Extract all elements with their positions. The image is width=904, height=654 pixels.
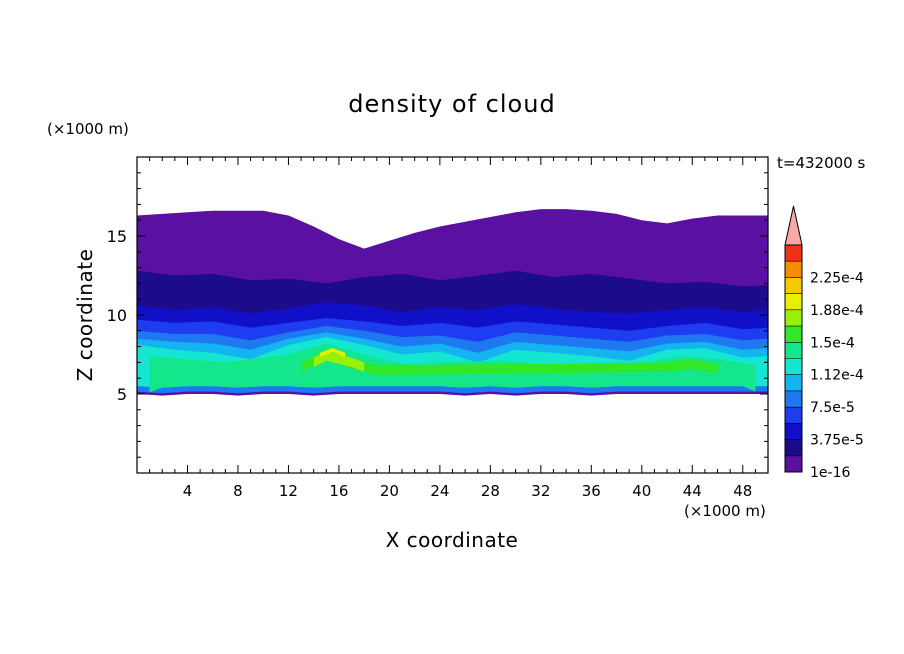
colorbar-extend-arrow bbox=[784, 205, 803, 246]
chart-title: density of cloud bbox=[348, 90, 555, 118]
y-unit-label: (×1000 m) bbox=[47, 120, 129, 138]
x-tick-label: 44 bbox=[683, 482, 702, 500]
x-axis-label: X coordinate bbox=[386, 528, 519, 552]
colorbar-label: 1e-16 bbox=[810, 465, 850, 481]
colorbar-swatch bbox=[785, 439, 802, 457]
colorbar-swatch bbox=[785, 309, 802, 327]
cloud-contour-band-8 bbox=[301, 349, 718, 376]
cloud-contour-band-10 bbox=[319, 348, 346, 360]
x-tick-label: 4 bbox=[183, 482, 193, 500]
colorbar-swatch bbox=[785, 407, 802, 424]
colorbar-swatch bbox=[785, 261, 802, 278]
x-tick-label: 8 bbox=[233, 482, 243, 500]
y-tick-label: 10 bbox=[107, 306, 127, 325]
colorbar: 1e-16 3.75e-5 7.5e-5 1.12e-4 1.5e-4 1.88e-4 2.… bbox=[784, 205, 864, 481]
x-tick-label: 32 bbox=[531, 482, 550, 500]
x-tick-label: 28 bbox=[481, 482, 500, 500]
cloud-contour-band-9 bbox=[313, 351, 365, 372]
colorbar-swatch bbox=[785, 374, 802, 392]
colorbar-swatch bbox=[785, 326, 802, 343]
y-tick-label: 15 bbox=[107, 227, 127, 246]
x-tick-label: 16 bbox=[329, 482, 348, 500]
y-axis-label: Z coordinate bbox=[73, 249, 97, 382]
x-tick-label: 20 bbox=[380, 482, 399, 500]
colorbar-swatch bbox=[785, 358, 802, 376]
colorbar-swatch bbox=[785, 293, 802, 311]
x-unit-label: (×1000 m) bbox=[684, 502, 766, 520]
x-tick-label: 24 bbox=[430, 482, 449, 500]
colorbar-swatch bbox=[785, 423, 802, 440]
cloud-density-field bbox=[137, 209, 768, 396]
colorbar-label: 1.12e-4 bbox=[810, 368, 864, 384]
colorbar-swatch bbox=[785, 390, 802, 408]
colorbar-label: 3.75e-5 bbox=[810, 433, 864, 449]
y-axis-ticks: 5 10 15 bbox=[107, 172, 768, 458]
x-tick-label: 12 bbox=[279, 482, 298, 500]
x-tick-label: 48 bbox=[733, 482, 752, 500]
colorbar-label: 7.5e-5 bbox=[810, 400, 855, 416]
colorbar-label: 2.25e-4 bbox=[810, 270, 864, 286]
time-label: t=432000 s bbox=[777, 154, 865, 172]
x-tick-label: 36 bbox=[582, 482, 601, 500]
y-tick-label: 5 bbox=[117, 385, 127, 404]
x-tick-label: 40 bbox=[632, 482, 651, 500]
x-axis-ticks: 4 8 12 16 20 24 28 32 36 40 44 48 bbox=[149, 157, 756, 500]
colorbar-label: 1.88e-4 bbox=[810, 303, 864, 319]
colorbar-label: 1.5e-4 bbox=[810, 335, 855, 351]
colorbar-swatch bbox=[785, 455, 802, 473]
colorbar-swatch bbox=[785, 277, 802, 294]
colorbar-swatch bbox=[785, 342, 802, 359]
colorbar-swatch bbox=[785, 245, 802, 262]
